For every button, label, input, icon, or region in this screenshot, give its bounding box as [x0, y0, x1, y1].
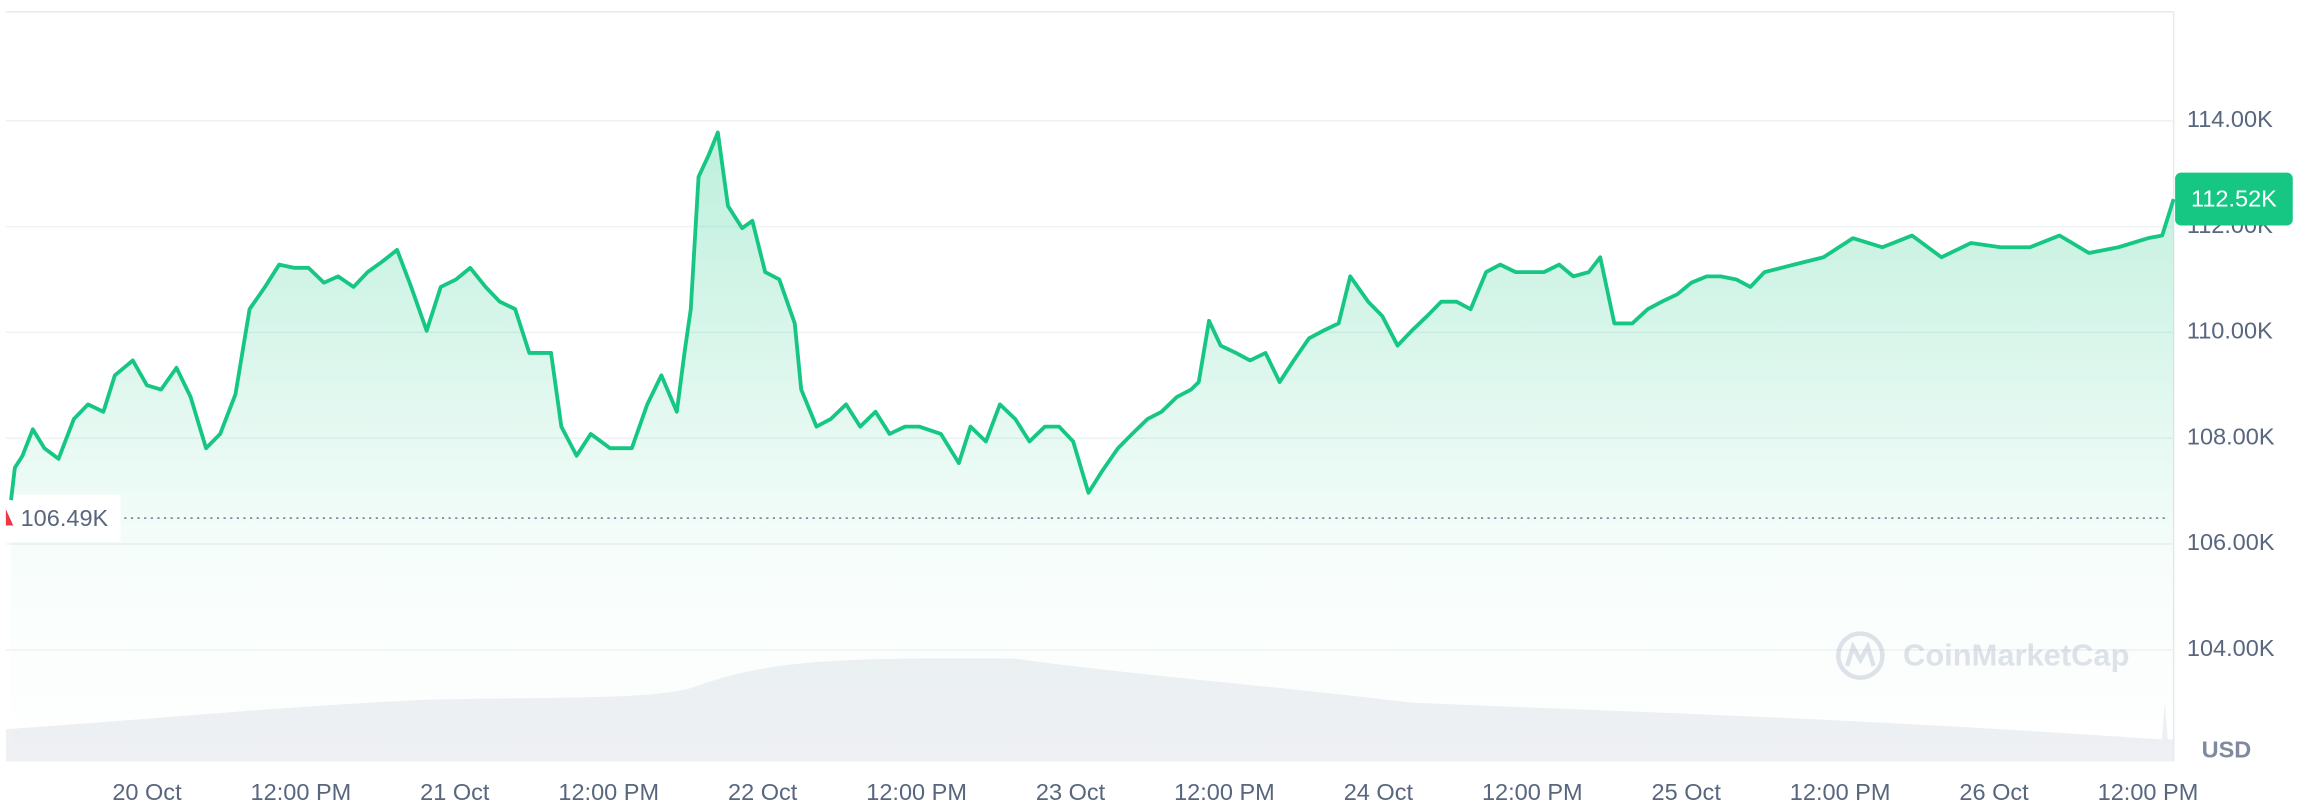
area-layer: [11, 132, 2174, 762]
price-badge: [2175, 172, 2293, 226]
watermark-group: CoinMarketCap: [1836, 631, 2129, 680]
price-area: [11, 132, 2174, 762]
line-layer: [9, 130, 2176, 501]
x-tick-label: 22 Oct: [728, 779, 798, 805]
x-tick-label: 21 Oct: [420, 779, 490, 805]
price-badge-label: 112.52K: [2191, 186, 2277, 212]
x-tick-label: 24 Oct: [1344, 779, 1414, 805]
x-tick-label: 12:00 PM: [1174, 779, 1275, 805]
reference-layer: 106.49K: [5, 494, 2168, 542]
y-tick-label: 108.00K: [2187, 423, 2275, 449]
x-tick-label: 12:00 PM: [558, 779, 659, 805]
y-tick-label: 114.00K: [2187, 106, 2273, 132]
x-tick-label: 12:00 PM: [866, 779, 967, 805]
x-tick-label: 23 Oct: [1036, 779, 1106, 805]
price-line: [9, 130, 2176, 501]
x-tick-label: 25 Oct: [1652, 779, 1722, 805]
y-tick-label: 110.00K: [2187, 318, 2273, 344]
x-tick-label: 12:00 PM: [2098, 779, 2199, 805]
x-tick-label: 20 Oct: [112, 779, 182, 805]
y-tick-label: 104.00K: [2187, 635, 2275, 661]
watermark: CoinMarketCap: [1903, 637, 2129, 672]
currency-label: USD: [2202, 736, 2252, 762]
reference-label: 106.49K: [21, 505, 109, 531]
y-tick-label: 106.00K: [2187, 529, 2275, 555]
x-tick-label: 26 Oct: [1959, 779, 2029, 805]
x-tick-label: 12:00 PM: [1482, 779, 1583, 805]
x-tick-label: 12:00 PM: [251, 779, 352, 805]
watermark-logo-mark: [1845, 641, 1876, 667]
x-tick-label: 12:00 PM: [1790, 779, 1891, 805]
watermark-logo: [1836, 631, 1885, 680]
reference-label-bg: [5, 494, 121, 542]
axis-layer: 104.00K106.00K108.00K110.00K112.00K114.0…: [112, 106, 2293, 805]
